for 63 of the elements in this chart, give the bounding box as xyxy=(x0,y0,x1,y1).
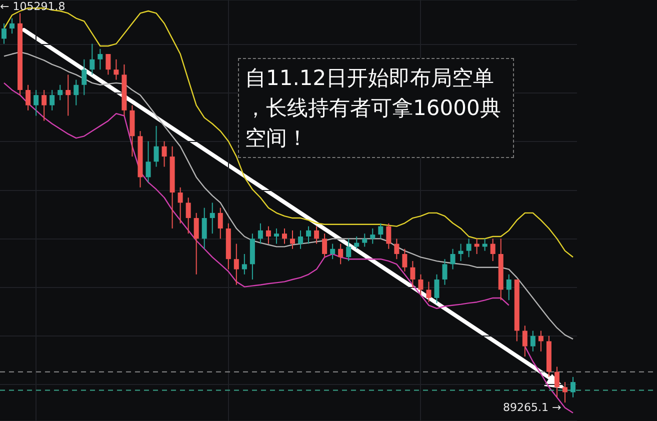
candlestick xyxy=(450,248,456,270)
candlestick xyxy=(378,222,384,240)
candlestick xyxy=(258,222,263,244)
candlestick xyxy=(282,228,287,244)
candlestick xyxy=(242,253,247,275)
candlestick xyxy=(234,243,239,286)
candlestick xyxy=(402,248,408,272)
candlestick xyxy=(426,281,432,303)
candlestick xyxy=(162,140,167,168)
candlestick xyxy=(314,226,320,244)
candlestick xyxy=(66,74,71,116)
candlestick xyxy=(194,212,199,275)
candlestick xyxy=(90,43,95,76)
candlestick xyxy=(490,238,496,262)
candlestick xyxy=(370,228,376,244)
candlestick xyxy=(506,274,512,301)
candlestick xyxy=(298,230,304,250)
candlestick xyxy=(82,58,87,96)
candlestick xyxy=(202,207,207,250)
candlestick xyxy=(434,274,440,304)
candlestick xyxy=(330,243,336,260)
text: ← 105291.8 xyxy=(0,0,66,13)
candlestick xyxy=(42,89,47,122)
candlestick xyxy=(186,197,191,234)
candlestick xyxy=(458,243,464,262)
candlestick xyxy=(562,382,568,404)
candlestick xyxy=(50,89,55,111)
candlestick xyxy=(466,238,472,258)
candlestick xyxy=(442,258,448,286)
candlestick xyxy=(386,222,392,250)
candlestick xyxy=(26,84,31,111)
candlestick xyxy=(218,207,223,240)
candlestick xyxy=(362,233,368,248)
candlestick xyxy=(10,18,15,34)
candlestick xyxy=(154,125,159,168)
candlestick xyxy=(538,330,544,352)
candlestick xyxy=(394,238,400,260)
candlestick xyxy=(146,140,151,183)
candlestick xyxy=(554,366,560,398)
candlestick xyxy=(98,48,103,70)
candlestick xyxy=(34,89,39,116)
candlestick xyxy=(410,260,416,288)
candlestick xyxy=(354,236,360,250)
candlestick xyxy=(346,238,352,262)
candlestick xyxy=(106,54,111,76)
candlestick xyxy=(570,376,576,398)
candlestick xyxy=(114,58,119,80)
annotation: 自11.12日开始即布局空单，长线持有者可拿16000典空间！ xyxy=(238,58,514,158)
candlestick xyxy=(522,325,528,358)
candlestick xyxy=(74,79,79,106)
candlestick xyxy=(274,228,279,244)
candlestick xyxy=(178,186,183,224)
candlestick xyxy=(338,243,344,265)
candlestick xyxy=(58,84,63,101)
candlestick xyxy=(210,202,215,234)
candlestick xyxy=(322,233,328,258)
candlestick xyxy=(2,22,7,44)
candlestick xyxy=(306,226,312,244)
candlestick xyxy=(418,274,424,296)
candlestick xyxy=(290,230,296,250)
candlestick xyxy=(530,330,536,352)
annotation: 89265.1 → xyxy=(502,400,562,414)
candlestick xyxy=(266,226,271,244)
